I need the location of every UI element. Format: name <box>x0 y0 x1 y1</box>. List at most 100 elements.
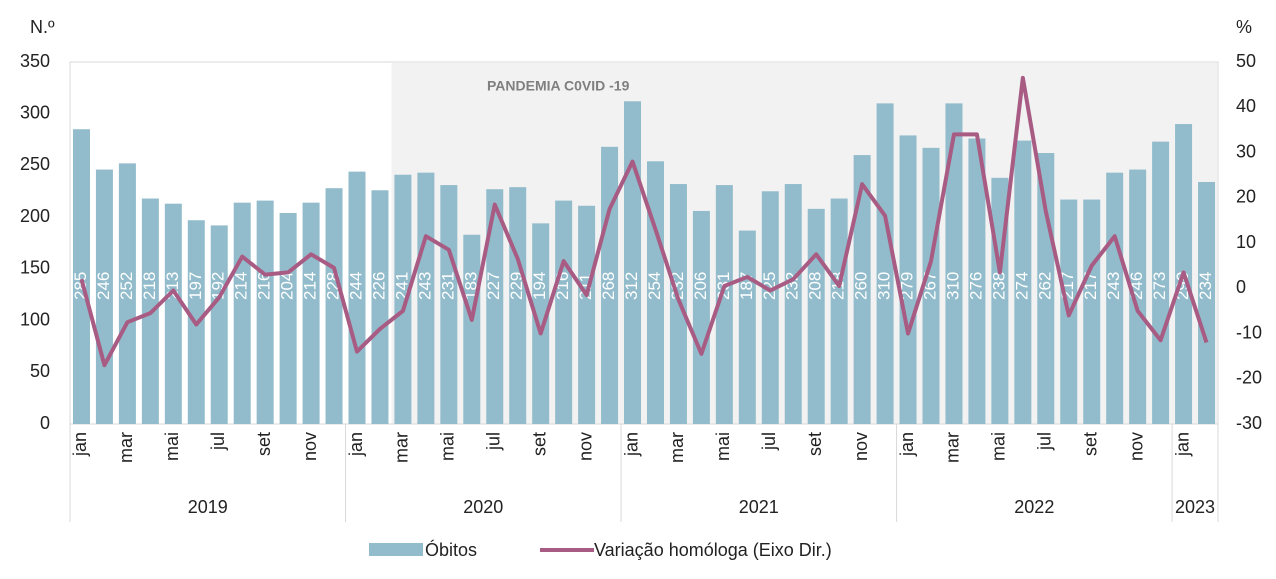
x-tick-label: nov <box>300 432 320 461</box>
plot-area <box>69 61 1219 425</box>
y2-tick-label: -20 <box>1236 368 1262 388</box>
x-tick-label: mar <box>116 432 136 463</box>
bar <box>715 185 733 424</box>
x-tick-label: jan <box>897 432 917 457</box>
value-label: 204 <box>278 272 297 300</box>
value-label: 262 <box>1035 272 1054 300</box>
bar <box>532 223 550 424</box>
x-tick-label: mai <box>438 432 458 461</box>
bar <box>601 146 619 424</box>
y2-tick-label: 20 <box>1236 187 1256 207</box>
y-tick-label: 350 <box>20 51 50 71</box>
bar <box>968 138 986 424</box>
value-label: 310 <box>943 272 962 300</box>
x-tick-label: jul <box>1035 432 1055 451</box>
bar <box>945 103 963 424</box>
y2-tick-label: -10 <box>1236 322 1262 342</box>
bar <box>555 200 573 424</box>
bar <box>72 129 90 424</box>
value-label: 208 <box>806 272 825 300</box>
bar <box>646 161 664 424</box>
x-tick-label: nov <box>1126 432 1146 461</box>
bar <box>394 174 412 424</box>
bar <box>738 230 756 424</box>
value-label: 252 <box>117 272 136 300</box>
bar <box>302 202 320 424</box>
y-tick-label: 50 <box>30 361 50 381</box>
y-tick-label: 250 <box>20 154 50 174</box>
value-label: 244 <box>346 272 365 300</box>
value-label: 238 <box>989 272 1008 300</box>
x-tick-label: mar <box>667 432 687 463</box>
y2-tick-label: 10 <box>1236 232 1256 252</box>
bar <box>463 234 481 424</box>
y2-tick-label: 0 <box>1236 277 1246 297</box>
value-label: 227 <box>484 272 503 300</box>
bar <box>853 155 871 425</box>
x-tick-label: mar <box>392 432 412 463</box>
x-tick-label: jan <box>621 432 641 457</box>
value-label: 234 <box>1196 272 1215 300</box>
y-tick-label: 150 <box>20 258 50 278</box>
y-tick-label: 200 <box>20 206 50 226</box>
bar <box>1037 153 1055 424</box>
bar <box>1106 172 1124 424</box>
y-axis-label: N.º <box>30 17 55 37</box>
value-label: 218 <box>140 272 159 300</box>
value-label: 279 <box>898 272 917 300</box>
value-label: 273 <box>1150 272 1169 300</box>
bar <box>371 190 389 424</box>
x-tick-label: mai <box>989 432 1009 461</box>
bar <box>348 171 366 424</box>
value-label: 312 <box>622 272 641 300</box>
x-tick-label: jan <box>70 432 90 457</box>
bar <box>830 198 848 424</box>
y2-tick-label: 30 <box>1236 141 1256 161</box>
bar <box>279 213 297 424</box>
year-label: 2019 <box>188 497 228 517</box>
x-tick-label: set <box>529 432 549 456</box>
bar <box>509 187 527 424</box>
value-label: 243 <box>415 272 434 300</box>
y-tick-label: 100 <box>20 309 50 329</box>
x-tick-label: nov <box>851 432 871 461</box>
bar <box>256 200 274 424</box>
x-tick-label: mar <box>943 432 963 463</box>
value-label: 232 <box>783 272 802 300</box>
value-label: 268 <box>599 272 618 300</box>
bar <box>692 210 710 424</box>
value-label: 206 <box>691 272 710 300</box>
year-label: 2022 <box>1014 497 1054 517</box>
bar <box>922 147 940 425</box>
y-tick-label: 0 <box>40 413 50 433</box>
x-tick-label: set <box>1080 432 1100 456</box>
bar <box>899 135 917 425</box>
x-tick-label: mai <box>713 432 733 461</box>
value-label: 197 <box>186 272 205 300</box>
x-tick-label: jan <box>1172 432 1192 457</box>
value-label: 254 <box>645 272 664 300</box>
x-tick-label: nov <box>575 432 595 461</box>
value-label: 229 <box>507 272 526 300</box>
bar <box>624 101 642 424</box>
annotation: PANDEMIA C0VID -19 <box>487 78 630 94</box>
year-label: 2021 <box>739 497 779 517</box>
value-label: 276 <box>966 272 985 300</box>
y2-tick-label: -30 <box>1236 413 1262 433</box>
x-tick-label: jan <box>346 432 366 457</box>
bar <box>233 202 251 424</box>
bar <box>1198 181 1216 424</box>
bar <box>578 205 596 424</box>
y2-axis-label: % <box>1236 17 1252 37</box>
bar <box>118 163 136 425</box>
x-tick-label: set <box>254 432 274 456</box>
value-label: 260 <box>852 272 871 300</box>
year-label: 2020 <box>463 497 503 517</box>
bar <box>417 172 435 424</box>
bar <box>1014 140 1032 424</box>
line <box>79 75 1209 368</box>
x-tick-label: jul <box>484 432 504 451</box>
x-tick-label: mai <box>162 432 182 461</box>
value-label: 214 <box>301 272 320 300</box>
bar <box>1152 141 1170 424</box>
